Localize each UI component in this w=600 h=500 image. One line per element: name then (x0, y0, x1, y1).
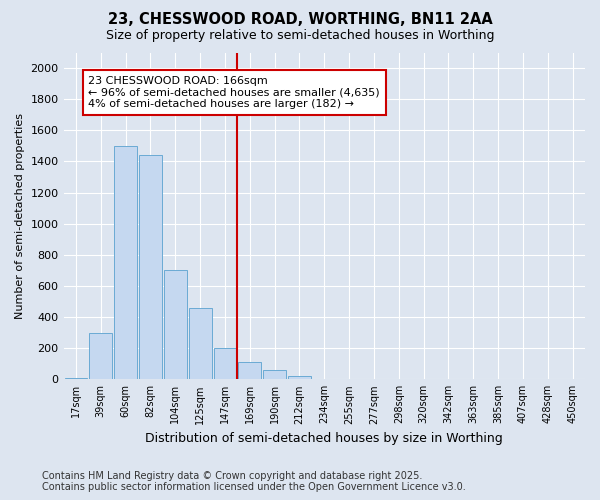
Bar (188, 308, 212, 380)
Bar (214, 348, 236, 380)
Bar (89, 332, 112, 380)
Text: Size of property relative to semi-detached houses in Worthing: Size of property relative to semi-detach… (106, 28, 494, 42)
Bar (114, 146, 137, 380)
Bar (139, 155, 162, 380)
Bar (65, 378, 88, 380)
Text: 23 CHESSWOOD ROAD: 166sqm
← 96% of semi-detached houses are smaller (4,635)
4% o: 23 CHESSWOOD ROAD: 166sqm ← 96% of semi-… (88, 76, 380, 109)
X-axis label: Distribution of semi-detached houses by size in Worthing: Distribution of semi-detached houses by … (145, 432, 503, 445)
Bar (164, 270, 187, 380)
Text: 23, CHESSWOOD ROAD, WORTHING, BN11 2AA: 23, CHESSWOOD ROAD, WORTHING, BN11 2AA (107, 12, 493, 28)
Text: Contains HM Land Registry data © Crown copyright and database right 2025.
Contai: Contains HM Land Registry data © Crown c… (42, 471, 466, 492)
Y-axis label: Number of semi-detached properties: Number of semi-detached properties (15, 113, 25, 319)
Bar (263, 370, 286, 380)
Bar (238, 362, 261, 380)
Bar (288, 376, 311, 380)
